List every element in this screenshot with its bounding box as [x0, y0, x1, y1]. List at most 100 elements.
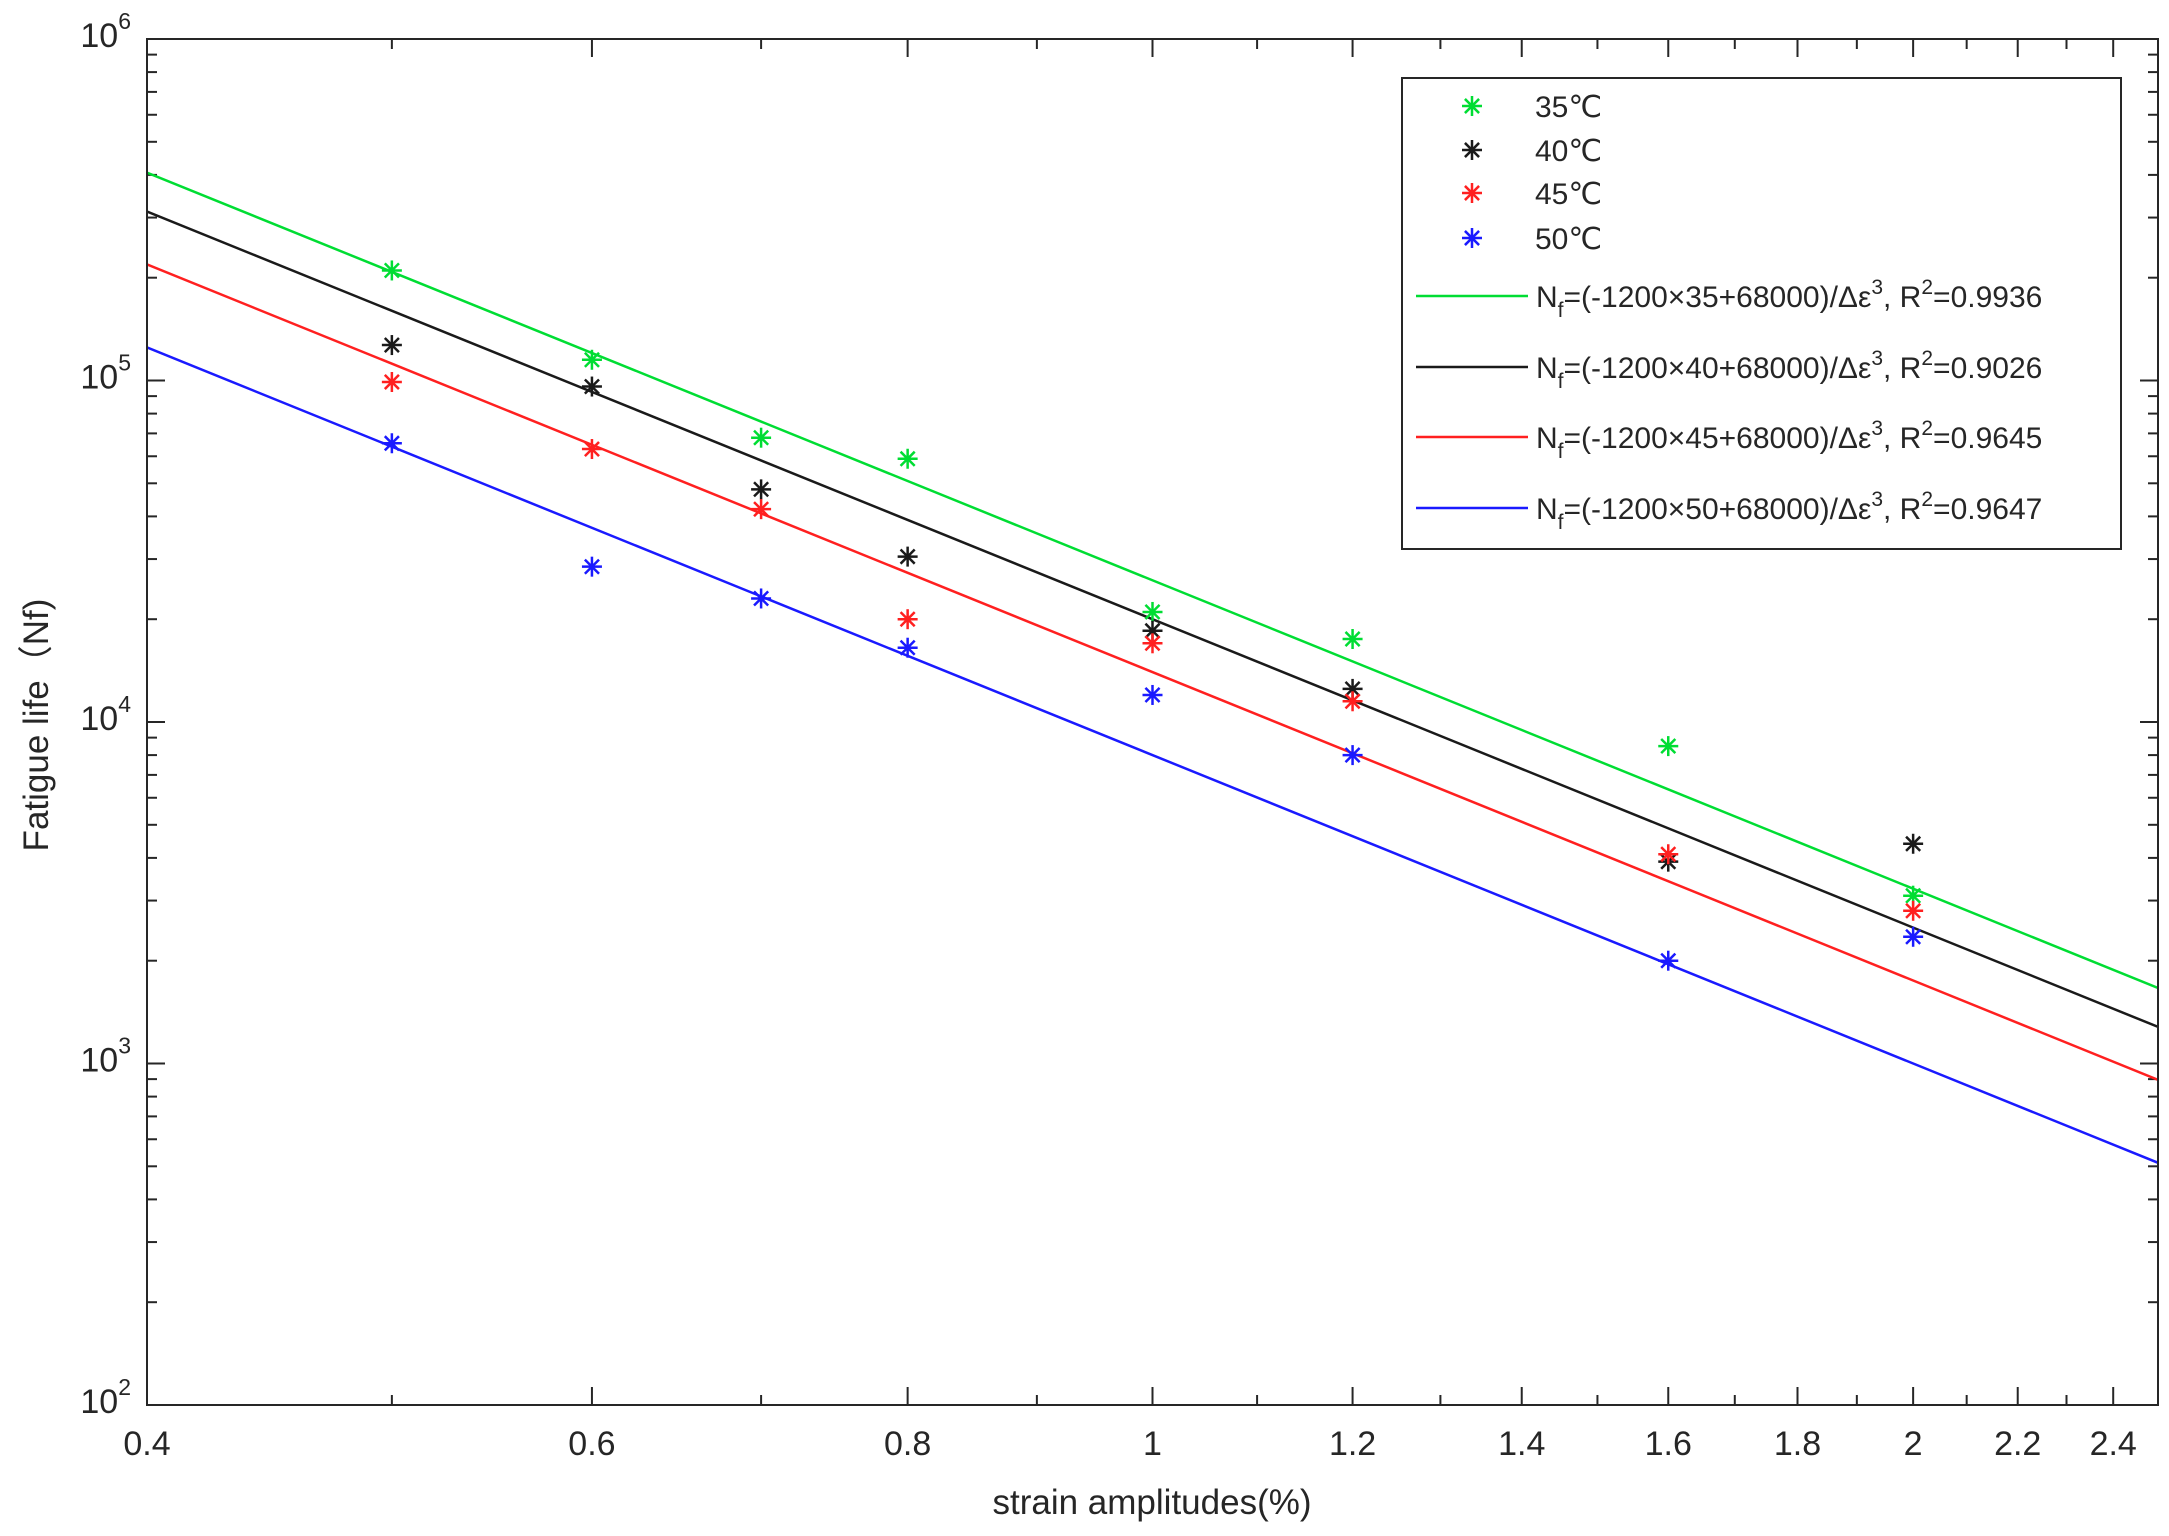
y-tick-label: 104 — [80, 691, 131, 738]
y-tick-base: 10 — [80, 700, 118, 738]
legend-marker — [1462, 228, 1482, 248]
legend: 35℃40℃45℃50℃Nf=(-1200×35+68000)/Δε3, R2=… — [1401, 77, 2122, 550]
fit-line-50 — [147, 346, 2158, 1164]
data-point — [897, 546, 918, 567]
legend-marker — [1462, 140, 1482, 160]
x-tick-label: 1.4 — [1498, 1425, 1545, 1463]
x-tick-label: 2.4 — [2090, 1425, 2137, 1463]
fit-line-35 — [147, 171, 2158, 990]
legend-fit-part: , R — [1883, 352, 1921, 385]
legend-fit-part: =0.9645 — [1933, 422, 2042, 455]
data-point — [581, 556, 602, 577]
y-tick-base: 10 — [80, 1383, 118, 1421]
data-point — [381, 371, 402, 392]
x-tick-label: 1.6 — [1645, 1425, 1692, 1463]
data-point — [1142, 684, 1163, 705]
legend-fit-part: 2 — [1921, 488, 1933, 511]
legend-fit-part: 2 — [1921, 417, 1933, 440]
data-point — [581, 376, 602, 397]
tick-labels: 0.4 0.6 0.8 1 1.2 1.4 1.6 1.8 2 2.2 2.410210310410… — [80, 8, 2136, 1463]
y-tick-base: 10 — [80, 359, 118, 397]
legend-fit-part: =(-1200×40+68000)/Δε — [1564, 352, 1872, 385]
legend-fit-part: N — [1536, 422, 1558, 455]
y-tick-exponent: 3 — [118, 1033, 131, 1059]
legend-fit-part: 2 — [1921, 276, 1933, 299]
legend-fit-part: , R — [1883, 422, 1921, 455]
legend-fit-part: =0.9936 — [1933, 281, 2042, 314]
legend-fit-part: f — [1558, 440, 1564, 463]
y-tick-exponent: 4 — [118, 691, 131, 717]
y-tick-exponent: 2 — [118, 1374, 131, 1400]
x-tick-label: 2 — [1904, 1425, 1923, 1463]
data-point — [1342, 629, 1363, 650]
data-points — [381, 260, 1924, 971]
legend-fit-part: 3 — [1871, 417, 1883, 440]
legend-fit-part: f — [1558, 511, 1564, 534]
legend-fit-part: =0.9026 — [1933, 352, 2042, 385]
legend-fit-part: 2 — [1921, 347, 1933, 370]
legend-fit-part: N — [1536, 493, 1558, 526]
legend-fit-part: =(-1200×45+68000)/Δε — [1564, 422, 1872, 455]
x-tick-label: 1.2 — [1329, 1425, 1376, 1463]
legend-fit-part: , R — [1883, 493, 1921, 526]
data-point — [1658, 950, 1679, 971]
y-tick-label: 106 — [80, 8, 131, 55]
x-tick-label: 2.2 — [1994, 1425, 2041, 1463]
y-tick-label: 102 — [80, 1374, 131, 1421]
data-point — [751, 588, 772, 609]
legend-label: 45℃ — [1535, 178, 1602, 211]
axis-ticks — [146, 38, 2159, 1406]
legend-fit-part: , R — [1883, 281, 1921, 314]
data-point — [381, 433, 402, 454]
legend-fit-label: Nf=(-1200×50+68000)/Δε3, R2=0.9647 — [1536, 488, 2042, 534]
data-point — [1903, 926, 1924, 947]
y-tick-label: 105 — [80, 350, 131, 397]
data-point — [897, 609, 918, 630]
y-tick-exponent: 6 — [118, 8, 131, 34]
data-point — [1903, 900, 1924, 921]
legend-fit-part: f — [1558, 370, 1564, 393]
legend-fit-part: =(-1200×50+68000)/Δε — [1564, 493, 1872, 526]
data-point — [581, 349, 602, 370]
legend-fit-part: 3 — [1871, 276, 1883, 299]
legend-marker — [1462, 96, 1482, 116]
y-tick-base: 10 — [80, 1042, 118, 1080]
fit-line-45 — [147, 263, 2158, 1081]
data-point — [1903, 885, 1924, 906]
data-point — [581, 439, 602, 460]
legend-fit-label: Nf=(-1200×45+68000)/Δε3, R2=0.9645 — [1536, 417, 2042, 463]
data-point — [1142, 620, 1163, 641]
legend-fit-label: Nf=(-1200×40+68000)/Δε3, R2=0.9026 — [1536, 347, 2042, 393]
legend-fit-part: =0.9647 — [1933, 493, 2042, 526]
data-point — [1142, 601, 1163, 622]
x-tick-label: 0.4 — [123, 1425, 170, 1463]
data-point — [1903, 833, 1924, 854]
y-tick-exponent: 5 — [118, 350, 131, 376]
x-tick-label: 1 — [1143, 1425, 1162, 1463]
data-point — [751, 499, 772, 520]
data-point — [1142, 633, 1163, 654]
legend-label: 35℃ — [1535, 91, 1602, 124]
legend-fit-part: 3 — [1871, 347, 1883, 370]
data-point — [381, 335, 402, 356]
legend-label: 50℃ — [1535, 223, 1602, 256]
y-tick-base: 10 — [80, 17, 118, 55]
data-point — [1658, 736, 1679, 757]
legend-fit-label: Nf=(-1200×35+68000)/Δε3, R2=0.9936 — [1536, 276, 2042, 322]
data-point — [897, 637, 918, 658]
y-axis-title: Fatigue life（Nf) — [17, 599, 56, 852]
data-point — [1342, 691, 1363, 712]
x-tick-label: 0.8 — [884, 1425, 931, 1463]
data-point — [751, 427, 772, 448]
legend-fit-part: N — [1536, 352, 1558, 385]
y-tick-label: 103 — [80, 1033, 131, 1080]
data-point — [1342, 745, 1363, 766]
legend-fit-part: f — [1558, 299, 1564, 322]
data-point — [751, 479, 772, 500]
plot-area-frame — [146, 38, 2159, 1406]
data-point — [381, 260, 402, 281]
x-tick-label: 1.8 — [1774, 1425, 1821, 1463]
legend-fit-part: =(-1200×35+68000)/Δε — [1564, 281, 1872, 314]
legend-fit-part: N — [1536, 281, 1558, 314]
